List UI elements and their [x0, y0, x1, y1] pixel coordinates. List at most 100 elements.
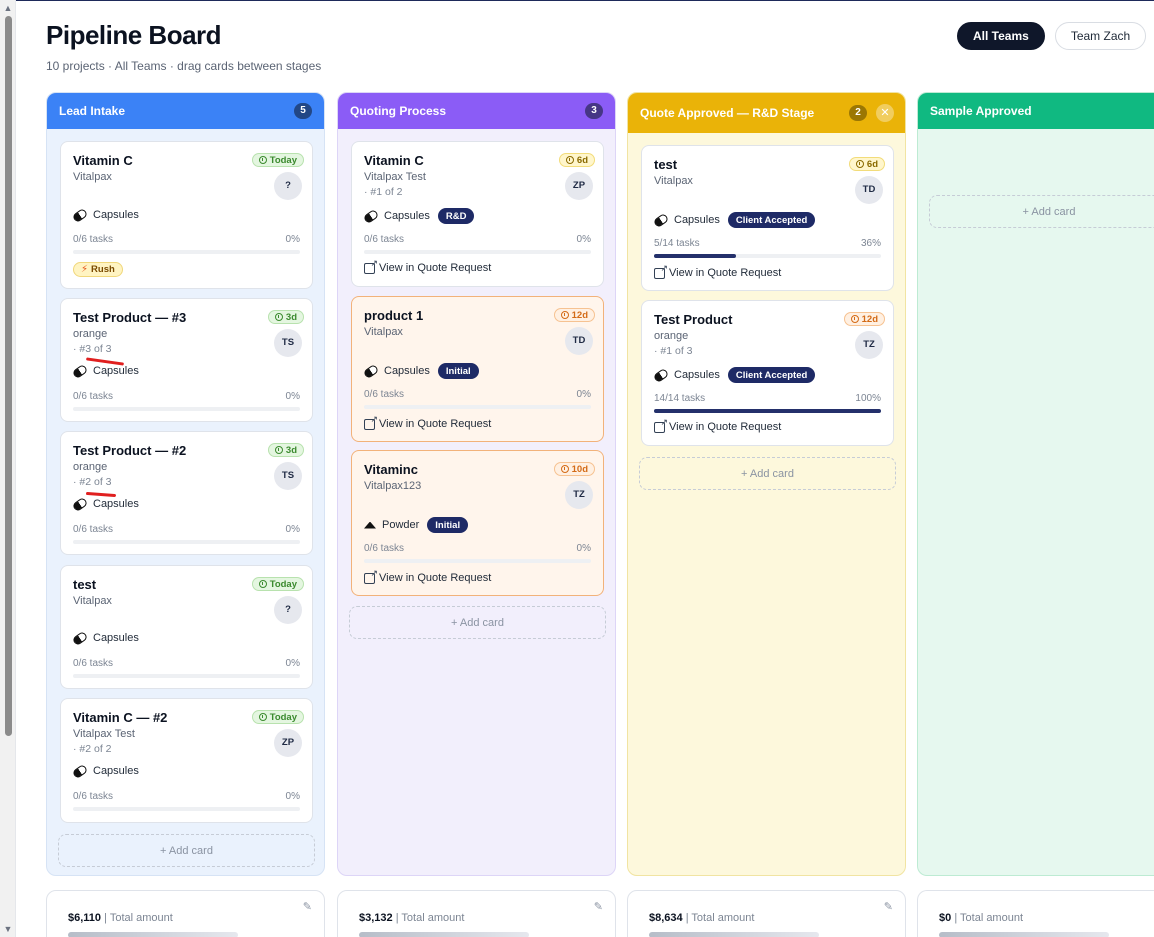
close-icon[interactable]: ✕	[876, 104, 894, 122]
progress-fill	[654, 254, 736, 258]
progress-bar	[364, 559, 591, 563]
product-type: Capsules	[71, 207, 139, 223]
clock-icon	[274, 313, 283, 321]
due-badge: 12d	[843, 312, 885, 326]
card-title: Test Product — #2	[73, 443, 187, 458]
progress-bar	[73, 807, 300, 811]
progress-bar	[654, 254, 881, 258]
scroll-up-icon[interactable]: ▲	[3, 3, 13, 13]
column-header[interactable]: Lead Intake 5	[47, 93, 324, 129]
due-badge: 10d	[553, 462, 595, 476]
avatar[interactable]: TS	[274, 462, 302, 490]
card-title: Vitamin C	[73, 153, 133, 168]
summary-card: $8,634 | Total amount ✎	[627, 890, 906, 937]
card-sequence: · #2 of 2	[73, 743, 112, 755]
clock-icon	[850, 315, 859, 323]
pipeline-card[interactable]: Vitaminc Vitalpax123 10d TZ Powder Initia…	[351, 450, 604, 596]
column-header[interactable]: Sample Approved	[918, 93, 1154, 129]
card-sequence: · #1 of 2	[364, 186, 403, 198]
stage-badge: R&D	[437, 208, 475, 224]
card-client: Vitalpax	[73, 595, 112, 607]
add-card-button[interactable]: + Add card	[929, 195, 1154, 228]
avatar[interactable]: TZ	[855, 331, 883, 359]
pencil-icon[interactable]: ✎	[883, 901, 893, 913]
avatar[interactable]: ZP	[274, 729, 302, 757]
card-title: test	[73, 577, 97, 592]
view-quote-link[interactable]: View in Quote Request	[364, 414, 491, 430]
view-quote-link[interactable]: View in Quote Request	[364, 568, 491, 584]
avatar[interactable]: TD	[565, 327, 593, 355]
clock-icon	[565, 156, 574, 164]
pipeline-card[interactable]: test Vitalpax Today ? Capsules 0/6 tasks…	[60, 565, 313, 689]
due-badge: Today	[251, 710, 304, 724]
avatar[interactable]: TZ	[565, 481, 593, 509]
task-progress: 0/6 tasks 0%	[73, 234, 300, 245]
total-amount: $3,132 | Total amount	[359, 912, 465, 924]
progress-bar	[73, 674, 300, 678]
due-badge: 6d	[558, 153, 595, 167]
capsule-icon	[71, 496, 89, 512]
column-title: Quote Approved — R&D Stage	[640, 106, 815, 120]
page-header: Pipeline Board 10 projects · All Teams ·…	[46, 20, 321, 73]
task-progress: 14/14 tasks 100%	[654, 393, 881, 404]
summary-detail	[649, 932, 819, 937]
column-header[interactable]: Quoting Process 3	[338, 93, 615, 129]
card-title: Vitamin C — #2	[73, 710, 168, 725]
due-badge: 3d	[267, 310, 304, 324]
add-card-button[interactable]: + Add card	[639, 457, 896, 490]
column-title: Sample Approved	[930, 104, 1032, 118]
task-progress: 0/6 tasks 0%	[73, 791, 300, 802]
avatar[interactable]: ?	[274, 172, 302, 200]
page-title: Pipeline Board	[46, 20, 222, 50]
team-filter-all-teams[interactable]: All Teams	[957, 22, 1045, 50]
product-type: Capsules Client Accepted	[652, 212, 816, 228]
scrollbar-thumb[interactable]	[5, 16, 12, 736]
column-header[interactable]: Quote Approved — R&D Stage 2 ✕	[628, 93, 905, 133]
avatar[interactable]: TD	[855, 176, 883, 204]
clock-icon	[855, 160, 864, 168]
stage-badge: Client Accepted	[727, 367, 816, 383]
clock-icon	[258, 713, 267, 721]
card-client: orange	[73, 461, 108, 473]
view-quote-link[interactable]: View in Quote Request	[654, 263, 781, 279]
vertical-scrollbar[interactable]: ▲ ▼	[0, 0, 16, 937]
bolt-icon: ⚡	[81, 264, 89, 275]
card-client: Vitalpax Test	[73, 728, 135, 740]
summary-detail	[68, 932, 238, 937]
task-progress: 0/6 tasks 0%	[364, 543, 591, 554]
task-progress: 0/6 tasks 0%	[364, 389, 591, 400]
avatar[interactable]: TS	[274, 329, 302, 357]
card-title: Test Product	[654, 312, 733, 327]
pipeline-card[interactable]: test Vitalpax 6d TD Capsules Client Accep…	[641, 145, 894, 291]
pencil-icon[interactable]: ✎	[302, 901, 312, 913]
pipeline-card[interactable]: Vitamin C Vitalpax Today ? Capsules 0/6 …	[60, 141, 313, 289]
due-badge: Today	[251, 577, 304, 591]
team-filter-team-zach[interactable]: Team Zach	[1054, 22, 1147, 50]
view-quote-link[interactable]: View in Quote Request	[364, 258, 491, 274]
avatar[interactable]: ?	[274, 596, 302, 624]
card-client: Vitalpax Test	[364, 171, 426, 183]
pencil-icon[interactable]: ✎	[593, 901, 603, 913]
avatar[interactable]: ZP	[565, 172, 593, 200]
add-card-button[interactable]: + Add card	[58, 834, 315, 867]
add-card-button[interactable]: + Add card	[349, 606, 606, 639]
product-type: Capsules	[71, 763, 139, 779]
column-count-badge: 5	[294, 103, 312, 119]
total-amount: $0 | Total amount	[939, 912, 1024, 924]
clock-icon	[258, 580, 267, 588]
scroll-down-icon[interactable]: ▼	[3, 924, 13, 934]
total-amount: $8,634 | Total amount	[649, 912, 755, 924]
card-client: Vitalpax	[364, 326, 403, 338]
column-count-badge: 2	[849, 105, 867, 121]
pipeline-card[interactable]: Vitamin C Vitalpax Test · #1 of 2 6d ZP …	[351, 141, 604, 287]
pipeline-card[interactable]: product 1 Vitalpax 12d TD Capsules Initia…	[351, 296, 604, 442]
external-link-icon	[364, 258, 378, 274]
pipeline-card[interactable]: Test Product orange · #1 of 3 12d TZ Cap…	[641, 300, 894, 446]
pipeline-card[interactable]: Vitamin C — #2 Vitalpax Test · #2 of 2 T…	[60, 698, 313, 823]
product-type: Capsules Initial	[362, 363, 479, 379]
card-title: Vitaminc	[364, 462, 418, 477]
view-quote-link[interactable]: View in Quote Request	[654, 417, 781, 433]
capsule-icon	[71, 763, 89, 779]
card-client: Vitalpax123	[364, 480, 422, 492]
due-badge: 6d	[848, 157, 885, 171]
